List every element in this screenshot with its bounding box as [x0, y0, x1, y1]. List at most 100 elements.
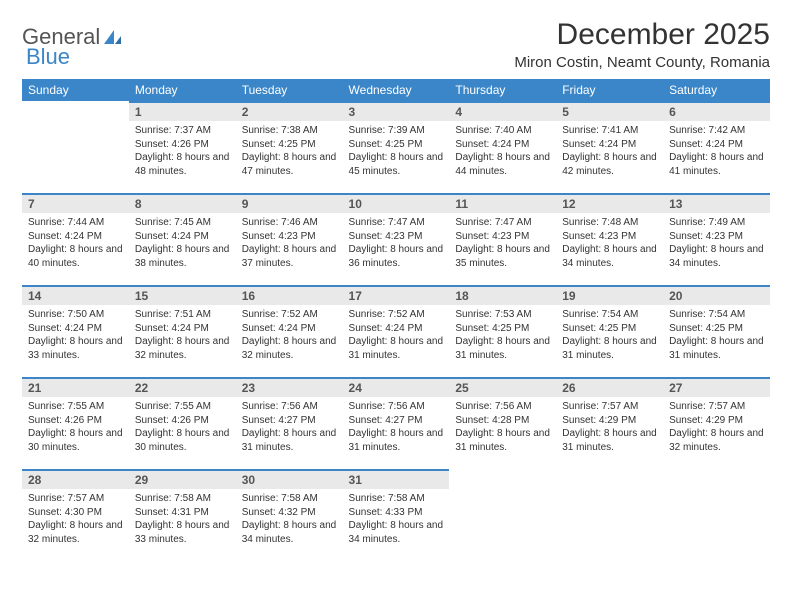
day-body: Sunrise: 7:58 AMSunset: 4:33 PMDaylight:…: [343, 489, 450, 552]
calendar-cell: 27Sunrise: 7:57 AMSunset: 4:29 PMDayligh…: [663, 377, 770, 469]
sunrise-line: Sunrise: 7:57 AM: [28, 493, 104, 504]
sunrise-line: Sunrise: 7:39 AM: [349, 125, 425, 136]
calendar-cell: 22Sunrise: 7:55 AMSunset: 4:26 PMDayligh…: [129, 377, 236, 469]
calendar-row: 21Sunrise: 7:55 AMSunset: 4:26 PMDayligh…: [22, 377, 770, 469]
brand-part2: Blue: [26, 44, 70, 70]
daylight-line: Daylight: 8 hours and 32 minutes.: [28, 520, 123, 545]
sunrise-line: Sunrise: 7:47 AM: [349, 217, 425, 228]
calendar-row: 14Sunrise: 7:50 AMSunset: 4:24 PMDayligh…: [22, 285, 770, 377]
day-number: 6: [663, 101, 770, 121]
calendar-cell: 19Sunrise: 7:54 AMSunset: 4:25 PMDayligh…: [556, 285, 663, 377]
day-number: 10: [343, 193, 450, 213]
daylight-line: Daylight: 8 hours and 34 minutes.: [349, 520, 444, 545]
day-body: Sunrise: 7:44 AMSunset: 4:24 PMDaylight:…: [22, 213, 129, 276]
day-number: 24: [343, 377, 450, 397]
day-body: Sunrise: 7:57 AMSunset: 4:29 PMDaylight:…: [663, 397, 770, 460]
daylight-line: Daylight: 8 hours and 32 minutes.: [669, 428, 764, 453]
day-body: Sunrise: 7:52 AMSunset: 4:24 PMDaylight:…: [236, 305, 343, 368]
calendar-cell: 26Sunrise: 7:57 AMSunset: 4:29 PMDayligh…: [556, 377, 663, 469]
day-body: Sunrise: 7:55 AMSunset: 4:26 PMDaylight:…: [129, 397, 236, 460]
day-number: 28: [22, 469, 129, 489]
day-body: Sunrise: 7:49 AMSunset: 4:23 PMDaylight:…: [663, 213, 770, 276]
sunrise-line: Sunrise: 7:45 AM: [135, 217, 211, 228]
sail-icon: [102, 28, 122, 46]
calendar-cell: 2Sunrise: 7:38 AMSunset: 4:25 PMDaylight…: [236, 101, 343, 193]
day-body: Sunrise: 7:58 AMSunset: 4:32 PMDaylight:…: [236, 489, 343, 552]
daylight-line: Daylight: 8 hours and 31 minutes.: [562, 336, 657, 361]
sunset-line: Sunset: 4:29 PM: [562, 415, 636, 426]
sunrise-line: Sunrise: 7:57 AM: [562, 401, 638, 412]
day-number: 1: [129, 101, 236, 121]
calendar-cell: [449, 469, 556, 561]
sunrise-line: Sunrise: 7:47 AM: [455, 217, 531, 228]
calendar-cell: 1Sunrise: 7:37 AMSunset: 4:26 PMDaylight…: [129, 101, 236, 193]
sunset-line: Sunset: 4:25 PM: [242, 139, 316, 150]
day-number: 16: [236, 285, 343, 305]
calendar-cell: 30Sunrise: 7:58 AMSunset: 4:32 PMDayligh…: [236, 469, 343, 561]
daylight-line: Daylight: 8 hours and 31 minutes.: [669, 336, 764, 361]
calendar-cell: 9Sunrise: 7:46 AMSunset: 4:23 PMDaylight…: [236, 193, 343, 285]
daylight-line: Daylight: 8 hours and 31 minutes.: [562, 428, 657, 453]
daylight-line: Daylight: 8 hours and 41 minutes.: [669, 152, 764, 177]
sunset-line: Sunset: 4:31 PM: [135, 507, 209, 518]
day-number: 3: [343, 101, 450, 121]
sunrise-line: Sunrise: 7:56 AM: [349, 401, 425, 412]
sunset-line: Sunset: 4:28 PM: [455, 415, 529, 426]
day-body: Sunrise: 7:48 AMSunset: 4:23 PMDaylight:…: [556, 213, 663, 276]
sunset-line: Sunset: 4:24 PM: [455, 139, 529, 150]
sunrise-line: Sunrise: 7:54 AM: [562, 309, 638, 320]
daylight-line: Daylight: 8 hours and 37 minutes.: [242, 244, 337, 269]
calendar-cell: 12Sunrise: 7:48 AMSunset: 4:23 PMDayligh…: [556, 193, 663, 285]
day-number: 29: [129, 469, 236, 489]
sunrise-line: Sunrise: 7:55 AM: [28, 401, 104, 412]
sunset-line: Sunset: 4:23 PM: [242, 231, 316, 242]
sunset-line: Sunset: 4:23 PM: [455, 231, 529, 242]
sunrise-line: Sunrise: 7:56 AM: [242, 401, 318, 412]
daylight-line: Daylight: 8 hours and 44 minutes.: [455, 152, 550, 177]
calendar-cell: 7Sunrise: 7:44 AMSunset: 4:24 PMDaylight…: [22, 193, 129, 285]
day-number: 18: [449, 285, 556, 305]
day-number: 21: [22, 377, 129, 397]
day-body: Sunrise: 7:50 AMSunset: 4:24 PMDaylight:…: [22, 305, 129, 368]
day-number: 31: [343, 469, 450, 489]
sunrise-line: Sunrise: 7:58 AM: [242, 493, 318, 504]
calendar-cell: 20Sunrise: 7:54 AMSunset: 4:25 PMDayligh…: [663, 285, 770, 377]
day-body: Sunrise: 7:47 AMSunset: 4:23 PMDaylight:…: [343, 213, 450, 276]
calendar-header-row: Sunday Monday Tuesday Wednesday Thursday…: [22, 79, 770, 101]
calendar-cell: 8Sunrise: 7:45 AMSunset: 4:24 PMDaylight…: [129, 193, 236, 285]
calendar-cell: [556, 469, 663, 561]
sunset-line: Sunset: 4:24 PM: [242, 323, 316, 334]
calendar-cell: 24Sunrise: 7:56 AMSunset: 4:27 PMDayligh…: [343, 377, 450, 469]
day-body: Sunrise: 7:56 AMSunset: 4:28 PMDaylight:…: [449, 397, 556, 460]
dow-sunday: Sunday: [22, 79, 129, 101]
sunrise-line: Sunrise: 7:53 AM: [455, 309, 531, 320]
calendar-row: 7Sunrise: 7:44 AMSunset: 4:24 PMDaylight…: [22, 193, 770, 285]
calendar-body: 1 Sunrise: 7:37 AM Sunset: 4:26 PM Daylight…: [22, 101, 770, 561]
day-number: 27: [663, 377, 770, 397]
calendar-cell: 21Sunrise: 7:55 AMSunset: 4:26 PMDayligh…: [22, 377, 129, 469]
day-body: Sunrise: 7:51 AMSunset: 4:24 PMDaylight:…: [129, 305, 236, 368]
sunset-line: Sunset: 4:23 PM: [349, 231, 423, 242]
sunrise-line: Sunrise: 7:37 AM: [135, 125, 211, 136]
daylight-line: Daylight: 8 hours and 47 minutes.: [242, 152, 337, 177]
sunset-line: Sunset: 4:24 PM: [562, 139, 636, 150]
location-label: Miron Costin, Neamt County, Romania: [514, 54, 770, 71]
sunset-line: Sunset: 4:24 PM: [669, 139, 743, 150]
day-number: 9: [236, 193, 343, 213]
sunrise-line: Sunrise: 7:56 AM: [455, 401, 531, 412]
sunset-line: Sunset: 4:24 PM: [135, 231, 209, 242]
page-header: General December 2025 Miron Costin, Neam…: [22, 18, 770, 71]
sunrise-line: Sunrise: 7:57 AM: [669, 401, 745, 412]
calendar-cell: 28Sunrise: 7:57 AMSunset: 4:30 PMDayligh…: [22, 469, 129, 561]
day-body: Sunrise: 7:54 AMSunset: 4:25 PMDaylight:…: [663, 305, 770, 368]
calendar-table: Sunday Monday Tuesday Wednesday Thursday…: [22, 79, 770, 561]
sunset-line: Sunset: 4:25 PM: [562, 323, 636, 334]
sunrise-line: Sunrise: 7:44 AM: [28, 217, 104, 228]
calendar-cell: 31Sunrise: 7:58 AMSunset: 4:33 PMDayligh…: [343, 469, 450, 561]
sunset-line: Sunset: 4:24 PM: [28, 323, 102, 334]
sunset-line: Sunset: 4:26 PM: [28, 415, 102, 426]
day-body: Sunrise: 7:45 AMSunset: 4:24 PMDaylight:…: [129, 213, 236, 276]
day-body: Sunrise: 7:52 AMSunset: 4:24 PMDaylight:…: [343, 305, 450, 368]
calendar-cell: 5Sunrise: 7:41 AMSunset: 4:24 PMDaylight…: [556, 101, 663, 193]
day-body: Sunrise: 7:58 AMSunset: 4:31 PMDaylight:…: [129, 489, 236, 552]
